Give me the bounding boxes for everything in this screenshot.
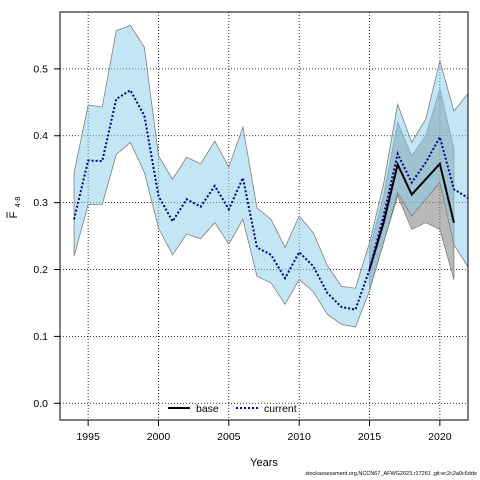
- y-axis-label-sub: 4-8: [13, 197, 22, 208]
- y-axis-label: F 4-8: [6, 197, 22, 218]
- x-axis-label: Years: [250, 457, 278, 469]
- x-tick-label-1995: 1995: [76, 431, 100, 443]
- y-tick-label-0.4: 0.4: [33, 130, 48, 142]
- plot-frame: [59, 11, 469, 421]
- legend-base-label: base: [196, 403, 219, 415]
- y-tick-label-0.5: 0.5: [33, 63, 48, 75]
- footer-text: stockassessment.org,NCCN67_AFWG2023,r172…: [305, 471, 477, 477]
- current-confidence-band: [73, 24, 469, 328]
- x-tick-label-2015: 2015: [358, 431, 382, 443]
- confidence-bands: [73, 24, 469, 328]
- base-estimate-line: [368, 161, 455, 270]
- y-tick-label-0: 0.0: [33, 398, 48, 410]
- y-tick-label-0.2: 0.2: [33, 264, 48, 276]
- y-axis: 0.0 0.1 0.2 0.3 0.4 0.5: [33, 63, 60, 410]
- y-tick-label-0.3: 0.3: [33, 197, 48, 209]
- x-tick-label-2020: 2020: [428, 431, 452, 443]
- estimate-lines: [73, 88, 469, 311]
- legend: base current: [168, 403, 297, 415]
- x-axis: 1995 2000 2005 2010 2015 2020: [76, 420, 452, 443]
- x-tick-label-2000: 2000: [147, 431, 171, 443]
- x-tick-label-2005: 2005: [217, 431, 241, 443]
- x-tick-label-2010: 2010: [287, 431, 311, 443]
- y-tick-label-0.1: 0.1: [33, 331, 48, 343]
- legend-current-label: current: [264, 403, 297, 415]
- y-axis-label-main: F: [8, 211, 20, 218]
